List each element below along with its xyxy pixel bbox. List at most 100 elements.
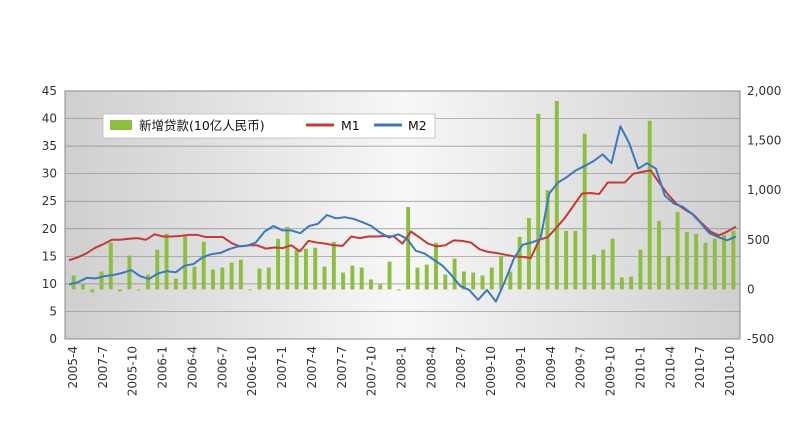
loan-bar <box>294 249 299 290</box>
left-tick-label: 30 <box>42 167 57 181</box>
loan-bar <box>573 230 578 290</box>
x-tick-label: 2010-4 <box>663 346 677 389</box>
loan-bar <box>164 233 169 290</box>
loan-bar <box>369 279 373 290</box>
loan-bar <box>331 241 336 290</box>
left-axis-ticks: 0 5 10 15 20 25 30 35 40 45 <box>42 84 57 346</box>
series-line-m2 <box>68 125 737 303</box>
x-tick-label: 2009-1 <box>514 346 528 389</box>
x-axis-ticks: 2005-4 2007-7 2005-10 2006-1 2006-4 2006-7 200… <box>66 346 737 396</box>
right-tick-label: 0 <box>747 282 755 296</box>
loan-bar <box>146 274 150 290</box>
x-tick-label: 2009-4 <box>544 346 558 389</box>
loan-bar <box>108 242 113 290</box>
left-tick-label: 25 <box>42 194 57 208</box>
loan-bar <box>424 264 429 290</box>
x-tick-label: 2010-1 <box>633 346 647 389</box>
loan-bar <box>80 284 85 290</box>
right-tick-label: 500 <box>747 233 770 247</box>
loan-bar <box>480 275 485 290</box>
right-tick-label: 1,500 <box>747 134 781 148</box>
right-tick-label: 1,000 <box>747 183 781 197</box>
x-tick-label: 2008-4 <box>424 346 438 389</box>
x-tick-label: 2005-4 <box>66 346 80 389</box>
loan-bar <box>378 284 383 290</box>
loan-bar <box>731 230 736 290</box>
loan-bar <box>592 254 596 290</box>
loan-bar <box>192 266 197 290</box>
plot-border <box>64 90 741 340</box>
loan-bar <box>638 249 643 290</box>
x-tick-label: 2007-10 <box>365 346 379 396</box>
legend-label-loans: 新增贷款(10亿人民币) <box>139 118 265 133</box>
loan-bar <box>499 256 504 290</box>
legend-swatch-loans <box>110 120 132 130</box>
loan-bar <box>341 272 346 290</box>
loan-bar <box>461 271 466 290</box>
x-tick-label: 2009-10 <box>484 346 498 396</box>
x-tick-label: 2009-7 <box>574 346 588 389</box>
left-tick-label: 0 <box>49 332 57 346</box>
loan-bar <box>118 289 123 292</box>
left-tick-label: 35 <box>42 139 57 153</box>
loan-bar <box>684 231 689 290</box>
loan-bar <box>90 289 95 293</box>
loan-bar <box>238 259 243 290</box>
loan-bar <box>629 276 634 290</box>
x-tick-label: 2008-1 <box>395 346 409 389</box>
loan-bar <box>387 261 392 290</box>
loan-bar <box>183 234 188 290</box>
loan-bar <box>601 249 606 290</box>
loan-bar <box>350 265 355 290</box>
loan-bar <box>657 220 661 290</box>
loan-bar <box>127 255 132 290</box>
loan-bar <box>452 258 457 290</box>
right-tick-label: 2,000 <box>747 84 781 98</box>
loan-bar <box>434 242 438 290</box>
loan-bar <box>220 267 225 290</box>
loan-bar <box>248 289 253 291</box>
loan-bars <box>71 100 736 293</box>
left-tick-label: 10 <box>42 277 57 291</box>
right-axis-ticks: -500 0 500 1,000 1,500 2,000 <box>747 84 781 346</box>
loan-bar <box>647 120 652 290</box>
legend-label-m1: M1 <box>341 118 360 133</box>
loan-bar <box>582 133 587 290</box>
loan-bar <box>406 207 411 290</box>
loan-bar <box>229 262 234 290</box>
right-tick-label: -500 <box>747 332 774 346</box>
loan-bar <box>508 271 513 290</box>
loan-bar <box>666 256 671 290</box>
loan-bar <box>675 212 680 290</box>
loan-bar <box>257 268 262 290</box>
loan-bar <box>359 267 364 290</box>
left-tick-label: 5 <box>49 304 57 318</box>
loan-bar <box>703 242 708 290</box>
legend: 新增贷款(10亿人民币) M1 M2 <box>102 113 436 139</box>
loan-bar <box>712 238 717 290</box>
x-tick-label: 2006-7 <box>215 346 229 389</box>
loan-bar <box>610 238 615 290</box>
loan-bar <box>211 269 215 290</box>
loan-bar <box>322 266 327 290</box>
loan-bar <box>285 226 290 290</box>
left-tick-label: 20 <box>42 222 57 236</box>
series-lines <box>68 125 737 303</box>
loan-bar <box>619 277 624 290</box>
loan-bar <box>536 113 541 290</box>
x-tick-label: 2007-7 <box>96 346 110 389</box>
x-tick-label: 2009-10 <box>604 346 618 396</box>
loan-bar <box>276 238 281 290</box>
loan-bar <box>396 289 401 291</box>
loan-bar <box>545 190 550 290</box>
loan-bar <box>313 247 318 290</box>
left-tick-label: 15 <box>42 249 57 263</box>
loan-bar <box>415 267 420 290</box>
loan-bar <box>99 271 104 290</box>
loan-bar <box>303 248 308 290</box>
loan-bar <box>526 217 531 290</box>
legend-label-m2: M2 <box>408 118 427 133</box>
left-tick-label: 45 <box>42 84 57 98</box>
x-tick-label: 2006-10 <box>245 346 259 396</box>
